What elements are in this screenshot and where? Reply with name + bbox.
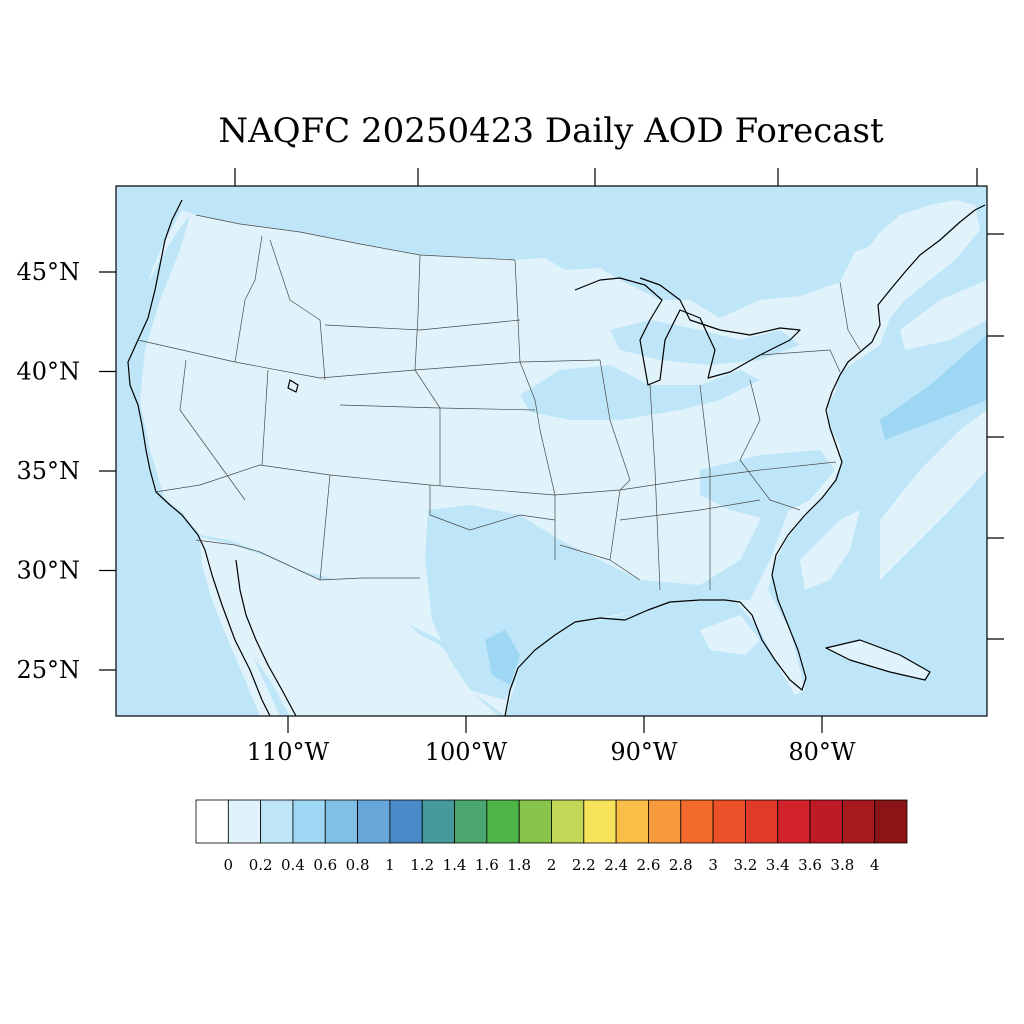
lat-tick-label: 40°N (16, 358, 80, 386)
aod-region-canada-north (720, 186, 860, 250)
colorbar-swatch (486, 799, 520, 844)
baja-east-coastline (235, 559, 297, 716)
lon-tick-label: 90°W (610, 738, 678, 766)
colorbar-swatch (454, 799, 488, 844)
aod-region-atlantic-band (880, 335, 987, 440)
colorbar-label: 1.4 (443, 856, 467, 874)
colorbar-label: 2.6 (637, 856, 661, 874)
map-top-ticks (234, 168, 978, 186)
colorbar-label: 0.4 (281, 856, 305, 874)
salton-lake-outline (287, 379, 299, 393)
colorbar-label: 3.6 (798, 856, 822, 874)
longitude-axis: 110°W 100°W 90°W 80°W (247, 716, 856, 766)
map-right-ticks (987, 233, 1004, 640)
aod-region-canada-central (480, 190, 600, 222)
colorbar-label: 3.2 (733, 856, 757, 874)
atlantic-coastline (771, 204, 986, 576)
lon-tick-label: 100°W (425, 738, 508, 766)
aod-region-gulf-coast (425, 480, 800, 700)
map-panel (116, 186, 987, 716)
colorbar-swatch (518, 799, 552, 844)
colorbar-swatch (745, 799, 779, 844)
colorbar-label: 0.8 (346, 856, 370, 874)
latitude-axis: 45°N 40°N 35°N 30°N 25°N (16, 258, 116, 684)
colorbar-swatch (874, 799, 908, 844)
colorbar-swatch (680, 799, 714, 844)
colorbar-swatch (227, 799, 262, 844)
colorbar-swatch (260, 799, 294, 844)
aod-region-great-lakes (610, 320, 800, 365)
aod-region-atlantic-light (880, 410, 987, 580)
aod-region-texas-hotspot (485, 630, 520, 685)
aod-region-atlantic-light-north (900, 280, 987, 350)
colorbar-label: 0 (224, 856, 234, 874)
lon-tick-label: 110°W (247, 738, 330, 766)
colorbar-label: 0.2 (249, 856, 273, 874)
colorbar-label: 1.6 (475, 856, 499, 874)
colorbar-swatch (551, 799, 585, 844)
lat-tick-label: 45°N (16, 258, 80, 286)
colorbar-swatch (841, 799, 876, 844)
colorbar-label: 1.2 (410, 856, 434, 874)
colorbar-swatch (648, 799, 682, 844)
colorbar-swatch (389, 799, 423, 844)
colorbar-label: 3.8 (830, 856, 854, 874)
colorbar-label: 4 (870, 856, 880, 874)
aod-region-gulf-light (700, 615, 760, 655)
colorbar-swatch (357, 799, 391, 844)
cuba-coastline (825, 639, 931, 681)
pacific-coastline (127, 199, 271, 716)
colorbar-swatch (777, 799, 811, 844)
map-title: NAQFC 20250423 Daily AOD Forecast (218, 111, 884, 151)
aod-region-atlantic-offshore (800, 510, 860, 590)
lat-tick-label: 35°N (16, 457, 80, 485)
colorbar-swatch (615, 799, 649, 844)
baja-land-region (200, 540, 280, 716)
cuba-land-region (826, 640, 930, 680)
colorbar-swatch (421, 799, 455, 844)
colorbar-label: 1.8 (507, 856, 531, 874)
colorbar-label: 2.4 (604, 856, 628, 874)
colorbar-swatch (292, 799, 326, 844)
colorbar-swatch (195, 799, 229, 844)
gulf-of-mexico-coastline (504, 574, 807, 716)
colorbar-label: 0.6 (313, 856, 337, 874)
aod-region-midwest (520, 365, 760, 420)
colorbar-label: 2.2 (572, 856, 596, 874)
state-borders (137, 214, 861, 591)
colorbar-swatch (809, 799, 843, 844)
lon-tick-label: 80°W (788, 738, 856, 766)
aod-region-southeast (700, 450, 835, 520)
lat-tick-label: 25°N (16, 656, 80, 684)
aod-colorbar: 0 0.2 0.4 0.6 0.8 1 1.2 1.4 1.6 1.8 2 2.2 2.4 2.6 2.8 3… (195, 799, 908, 874)
colorbar-label: 2 (547, 856, 557, 874)
land-aod-region (126, 200, 980, 716)
lat-tick-label: 30°N (16, 557, 80, 585)
colorbar-swatch (324, 799, 358, 844)
colorbar-label: 3 (708, 856, 718, 874)
great-lakes-coastline (574, 277, 801, 386)
colorbar-label: 1 (385, 856, 395, 874)
colorbar-label: 2.8 (669, 856, 693, 874)
mexico-land-region (200, 537, 498, 716)
colorbar-swatch (583, 799, 617, 844)
colorbar-swatch (712, 799, 746, 844)
colorbar-label: 3.4 (766, 856, 790, 874)
map-frame (115, 185, 988, 717)
